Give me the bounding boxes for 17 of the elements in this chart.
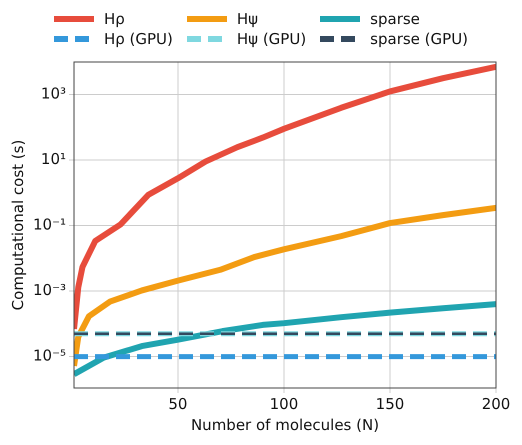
- legend-label: sparse (GPU): [370, 30, 468, 48]
- x-tick-label: 100: [270, 394, 298, 413]
- x-tick-label: 50: [168, 394, 188, 413]
- legend-label: Hρ: [104, 10, 125, 28]
- x-tick-label: 200: [482, 394, 510, 413]
- y-tick-label: 10¹: [40, 150, 66, 168]
- legend-label: Hρ (GPU): [104, 30, 173, 48]
- y-tick-label: 10³: [40, 84, 66, 103]
- y-tick-label: 10⁻⁵: [32, 346, 66, 365]
- y-axis-title: Computational cost (s): [8, 140, 27, 310]
- y-tick-label: 10⁻³: [32, 281, 66, 300]
- x-axis-title: Number of molecules (N): [190, 416, 380, 434]
- legend-label: Hψ (GPU): [236, 30, 306, 48]
- legend-label: Hψ: [236, 10, 258, 28]
- y-tick-label: 10⁻¹: [32, 216, 66, 234]
- x-tick-label: 150: [376, 394, 404, 413]
- legend-label: sparse: [370, 10, 420, 28]
